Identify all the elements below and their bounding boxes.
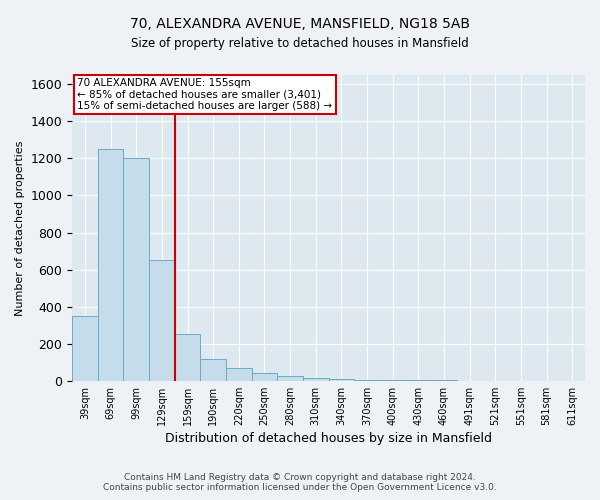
Bar	[329, 379, 354, 381]
Text: Contains HM Land Registry data © Crown copyright and database right 2024.
Contai: Contains HM Land Registry data © Crown c…	[103, 473, 497, 492]
Bar	[251, 374, 277, 381]
Text: 70, ALEXANDRA AVENUE, MANSFIELD, NG18 5AB: 70, ALEXANDRA AVENUE, MANSFIELD, NG18 5A…	[130, 18, 470, 32]
X-axis label: Distribution of detached houses by size in Mansfield: Distribution of detached houses by size …	[165, 432, 492, 445]
Bar	[354, 380, 380, 381]
Bar	[200, 358, 226, 381]
Y-axis label: Number of detached properties: Number of detached properties	[15, 140, 25, 316]
Bar	[380, 380, 406, 381]
Text: Size of property relative to detached houses in Mansfield: Size of property relative to detached ho…	[131, 38, 469, 51]
Bar	[149, 260, 175, 381]
Bar	[277, 376, 303, 381]
Bar	[124, 158, 149, 381]
Bar	[98, 149, 124, 381]
Bar	[303, 378, 329, 381]
Bar	[72, 316, 98, 381]
Bar	[226, 368, 251, 381]
Text: 70 ALEXANDRA AVENUE: 155sqm
← 85% of detached houses are smaller (3,401)
15% of : 70 ALEXANDRA AVENUE: 155sqm ← 85% of det…	[77, 78, 332, 112]
Bar	[406, 380, 431, 381]
Bar	[175, 334, 200, 381]
